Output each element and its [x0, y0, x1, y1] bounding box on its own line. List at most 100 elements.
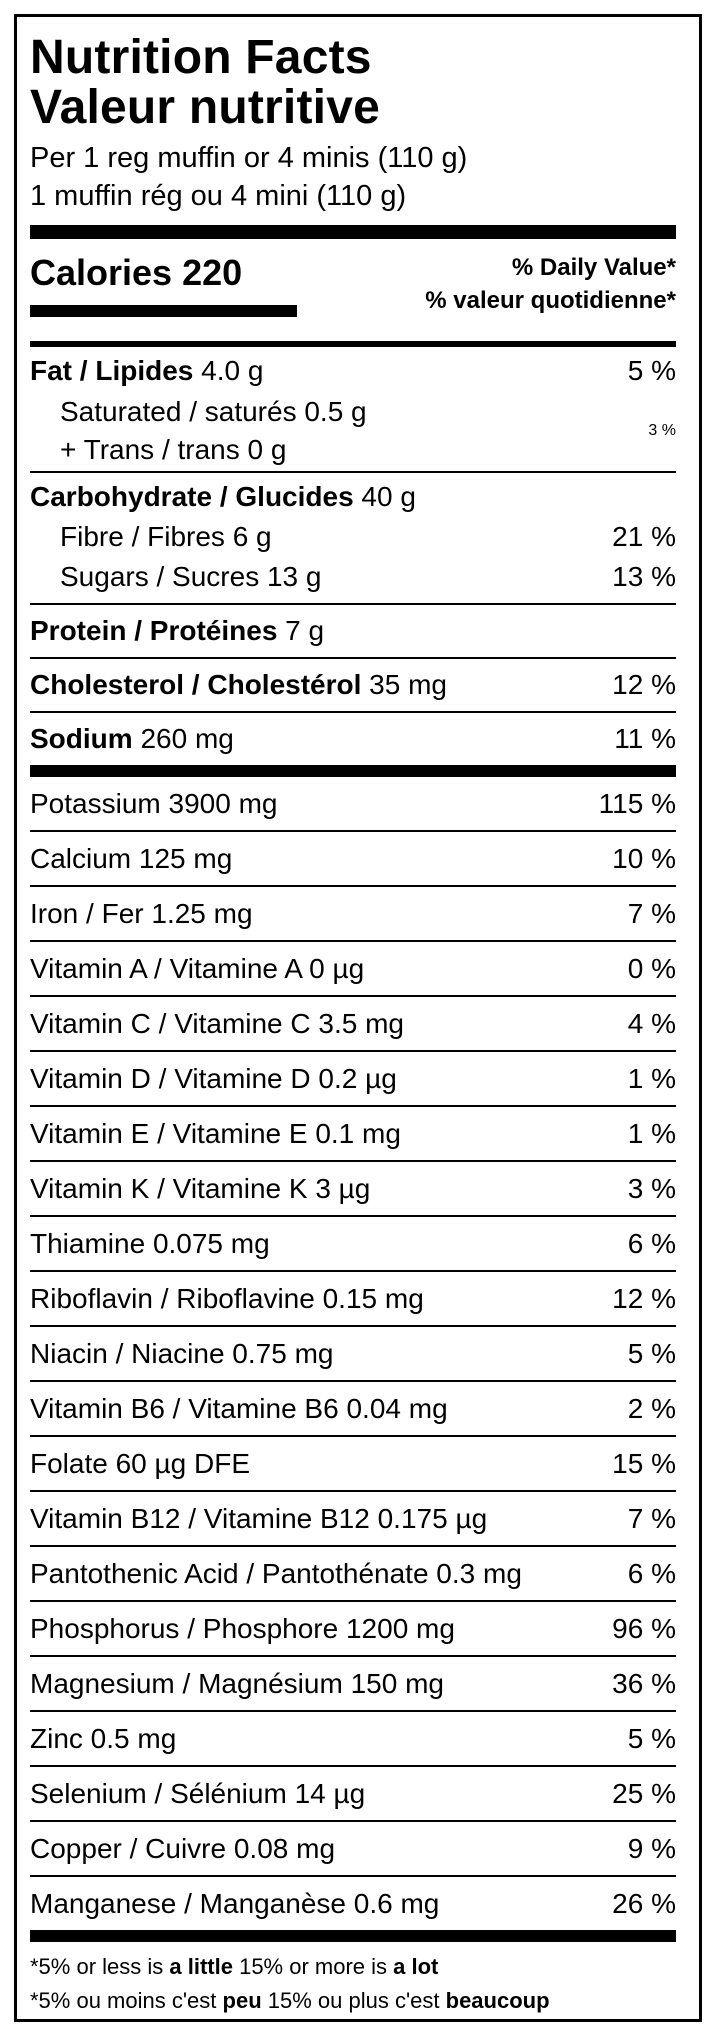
daily-value-header: % Daily Value* % valeur quotidienne*	[425, 251, 676, 317]
nutrient-dv: 96 %	[612, 1612, 676, 1644]
nutrient-text: Calcium 125 mg	[30, 842, 233, 874]
nutrient-dv: 9 %	[627, 1832, 676, 1864]
divider	[30, 1655, 676, 1657]
divider	[30, 1545, 676, 1547]
nutrient-row: Calcium 125 mg 10 %	[30, 832, 676, 885]
nutrient-row: Folate 60 µg DFE 15 %	[30, 1437, 676, 1490]
sodium-amount: 260 mg	[132, 723, 234, 754]
nutrient-text: Riboflavin / Riboflavine 0.15 mg	[30, 1282, 424, 1314]
nutrient-text: Selenium / Sélénium 14 µg	[30, 1777, 366, 1809]
sodium-dv: 11 %	[614, 723, 676, 754]
cholesterol-row: Cholesterol / Cholestérol 35 mg 12 %	[30, 659, 676, 711]
sugars-dv: 13 %	[612, 561, 676, 592]
nutrient-text: Pantothenic Acid / Pantothénate 0.3 mg	[30, 1557, 522, 1589]
saturated-trans-dv: 3 %	[648, 422, 676, 439]
nutrition-facts-panel: Nutrition Facts Valeur nutritive Per 1 r…	[14, 14, 702, 2022]
title-fr: Valeur nutritive	[30, 81, 380, 134]
nutrient-dv: 1 %	[627, 1117, 676, 1149]
carbohydrate-label: Carbohydrate / Glucides	[30, 481, 354, 512]
divider	[30, 471, 676, 473]
nutrient-row: Vitamin A / Vitamine A 0 µg 0 %	[30, 942, 676, 995]
nutrient-dv: 0 %	[627, 952, 676, 984]
divider	[30, 1050, 676, 1052]
divider	[30, 830, 676, 832]
nutrient-text: Vitamin K / Vitamine K 3 µg	[30, 1172, 371, 1204]
divider	[30, 711, 676, 713]
divider	[30, 1380, 676, 1382]
nutrient-dv: 26 %	[612, 1887, 676, 1919]
calories: Calories 220	[30, 252, 243, 293]
divider	[30, 1435, 676, 1437]
nutrient-text: Vitamin D / Vitamine D 0.2 µg	[30, 1062, 397, 1094]
daily-value-header-fr: % valeur quotidienne*	[425, 287, 676, 314]
nutrient-row: Vitamin D / Vitamine D 0.2 µg 1 %	[30, 1052, 676, 1105]
footnote-en-part: *5% or less is	[30, 1954, 170, 1979]
nutrient-row: Iron / Fer 1.25 mg 7 %	[30, 887, 676, 940]
cholesterol-label: Cholesterol / Cholestérol	[30, 669, 362, 700]
divider-medium	[30, 341, 676, 347]
nutrient-row: Vitamin C / Vitamine C 3.5 mg 4 %	[30, 997, 676, 1050]
cholesterol-dv: 12 %	[612, 669, 676, 700]
saturated-text: Saturated / saturés 0.5 g	[60, 396, 367, 427]
trans-text: + Trans / trans 0 g	[60, 434, 287, 465]
nutrient-dv: 115 %	[598, 787, 676, 819]
nutrient-row: Manganese / Manganèse 0.6 mg 26 %	[30, 1877, 676, 1930]
cholesterol-amount: 35 mg	[361, 669, 448, 700]
nutrient-text: Thiamine 0.075 mg	[30, 1227, 270, 1259]
saturated-trans-row: Saturated / saturés 0.5 g + Trans / tran…	[30, 391, 676, 471]
title-en: Nutrition Facts	[30, 31, 372, 84]
nutrient-row: Vitamin E / Vitamine E 0.1 mg 1 %	[30, 1107, 676, 1160]
divider-thick	[30, 225, 676, 239]
divider	[30, 1270, 676, 1272]
nutrient-row: Magnesium / Magnésium 150 mg 36 %	[30, 1657, 676, 1710]
divider	[30, 1325, 676, 1327]
footnote-fr-part: 15% ou plus c'est	[261, 1988, 446, 2013]
nutrient-row: Riboflavin / Riboflavine 0.15 mg 12 %	[30, 1272, 676, 1325]
divider	[30, 1820, 676, 1822]
divider	[30, 1105, 676, 1107]
nutrient-dv: 7 %	[627, 1502, 676, 1534]
fibre-dv: 21 %	[612, 521, 676, 552]
nutrient-dv: 6 %	[627, 1227, 676, 1259]
fibre-row: Fibre / Fibres 6 g 21 %	[30, 517, 676, 557]
protein-row: Protein / Protéines 7 g	[30, 605, 676, 657]
fat-section: Fat / Lipides 4.0 g 5 % Saturated / satu…	[30, 347, 676, 471]
nutrient-dv: 36 %	[612, 1667, 676, 1699]
divider	[30, 657, 676, 659]
nutrient-dv: 7 %	[627, 897, 676, 929]
nutrient-text: Folate 60 µg DFE	[30, 1447, 251, 1479]
sodium-label: Sodium	[30, 723, 133, 754]
nutrient-row: Pantothenic Acid / Pantothénate 0.3 mg 6 …	[30, 1547, 676, 1600]
nutrient-text: Vitamin A / Vitamine A 0 µg	[30, 952, 365, 984]
serving-size: Per 1 reg muffin or 4 minis (110 g) 1 mu…	[30, 139, 676, 215]
nutrient-row: Thiamine 0.075 mg 6 %	[30, 1217, 676, 1270]
divider	[30, 1215, 676, 1217]
nutrient-row: Vitamin B12 / Vitamine B12 0.175 µg 7 %	[30, 1492, 676, 1545]
nutrient-text: Vitamin B12 / Vitamine B12 0.175 µg	[30, 1502, 488, 1534]
nutrient-text: Potassium 3900 mg	[30, 787, 278, 819]
footnote-en-bold: a little	[169, 1954, 233, 1979]
footnote-fr-part: *5% ou moins c'est	[30, 1988, 223, 2013]
nutrient-text: Manganese / Manganèse 0.6 mg	[30, 1887, 440, 1919]
divider	[30, 603, 676, 605]
daily-value-header-en: % Daily Value*	[511, 254, 676, 281]
nutrient-dv: 6 %	[627, 1557, 676, 1589]
nutrient-row: Selenium / Sélénium 14 µg 25 %	[30, 1767, 676, 1820]
nutrient-dv: 25 %	[612, 1777, 676, 1809]
protein-amount: 7 g	[277, 615, 325, 646]
nutrient-row: Phosphorus / Phosphore 1200 mg 96 %	[30, 1602, 676, 1655]
nutrient-dv: 5 %	[627, 1337, 676, 1369]
footnote-en-bold: a lot	[393, 1954, 439, 1979]
fat-dv: 5 %	[627, 355, 676, 386]
nutrient-row: Niacin / Niacine 0.75 mg 5 %	[30, 1327, 676, 1380]
footnote-fr-bold: beaucoup	[445, 1988, 550, 2013]
nutrient-text: Vitamin E / Vitamine E 0.1 mg	[30, 1117, 401, 1149]
carbohydrate-amount: 40 g	[353, 481, 416, 512]
sodium-row: Sodium 260 mg 11 %	[30, 713, 676, 765]
nutrient-row: Potassium 3900 mg 115 %	[30, 777, 676, 830]
divider	[30, 1600, 676, 1602]
serving-en: Per 1 reg muffin or 4 minis (110 g)	[30, 142, 468, 174]
nutrient-row: Copper / Cuivre 0.08 mg 9 %	[30, 1822, 676, 1875]
nutrient-text: Magnesium / Magnésium 150 mg	[30, 1667, 444, 1699]
divider	[30, 1160, 676, 1162]
